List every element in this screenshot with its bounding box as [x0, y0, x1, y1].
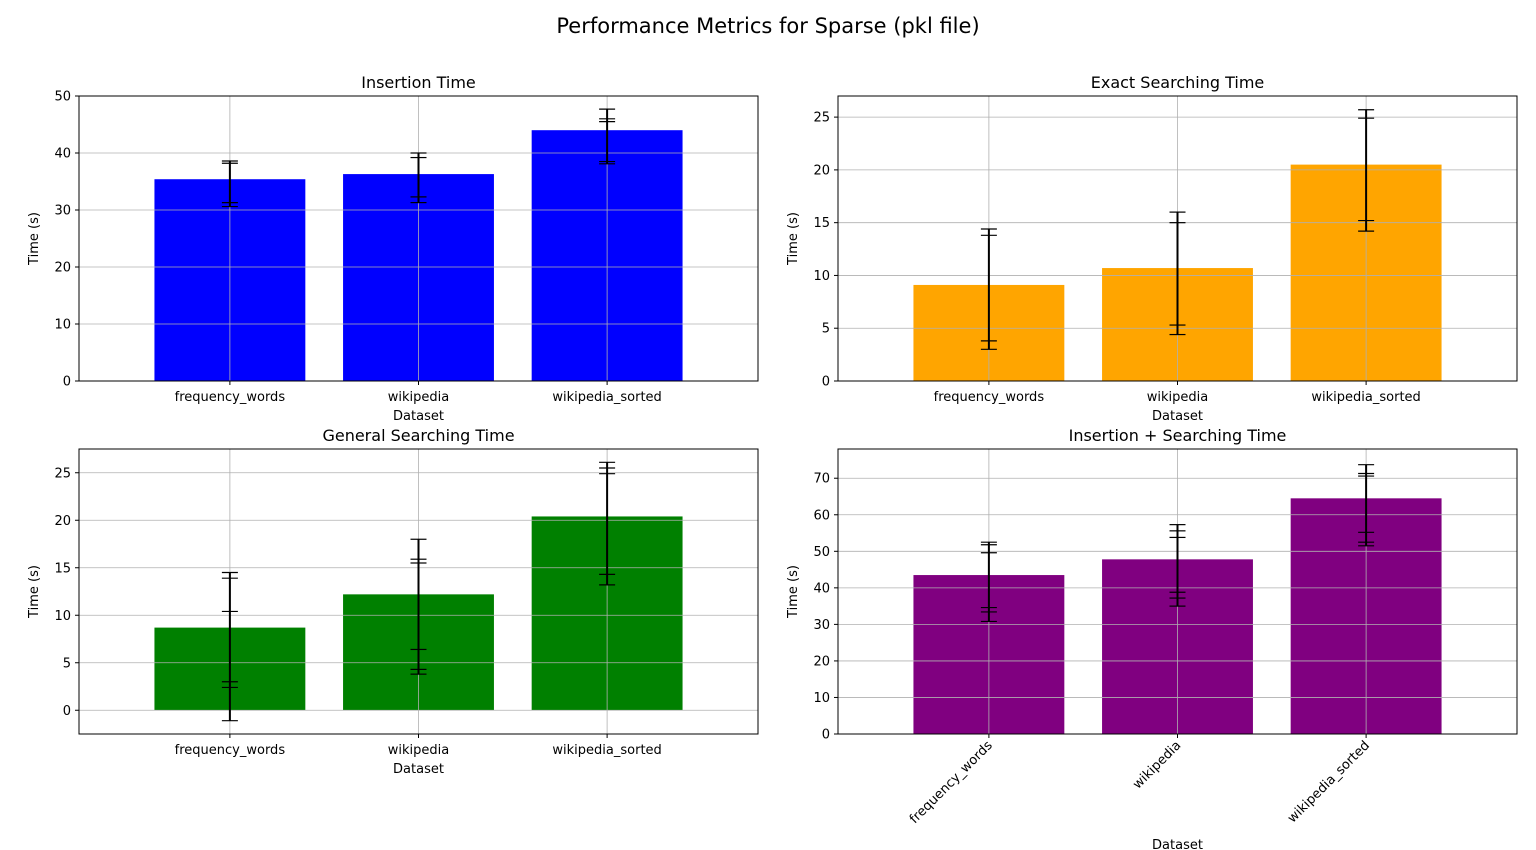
y-tick-label: 10 — [54, 318, 71, 333]
y-tick-label: 15 — [54, 561, 71, 576]
y-tick-label: 0 — [822, 728, 830, 743]
y-tick-label: 25 — [54, 466, 71, 481]
x-axis-label: Dataset — [1152, 409, 1203, 424]
y-axis-label: Time (s) — [27, 565, 42, 619]
y-tick-label: 40 — [54, 147, 71, 162]
y-tick-label: 5 — [63, 656, 71, 671]
y-tick-label: 10 — [813, 691, 830, 706]
x-tick-label: frequency_words — [175, 743, 286, 758]
x-tick-label: frequency_words — [175, 390, 286, 405]
y-axis-label: Time (s) — [786, 212, 801, 266]
subplots-group: Insertion Time01020304050frequency_words… — [27, 73, 1518, 850]
subplot-title: Insertion + Searching Time — [1069, 426, 1287, 445]
y-tick-label: 40 — [813, 581, 830, 596]
y-tick-label: 10 — [813, 269, 830, 284]
x-tick-label: wikipedia_sorted — [1311, 390, 1420, 405]
x-tick-label: wikipedia_sorted — [552, 743, 661, 758]
x-tick-label: wikipedia — [388, 390, 449, 405]
y-tick-label: 0 — [63, 375, 71, 390]
y-tick-label: 30 — [54, 204, 71, 219]
y-tick-label: 30 — [813, 618, 830, 633]
y-tick-label: 15 — [813, 216, 830, 231]
x-tick-label: wikipedia — [388, 743, 449, 758]
subplot-title: General Searching Time — [322, 426, 514, 445]
y-tick-label: 10 — [54, 609, 71, 624]
y-tick-label: 0 — [63, 704, 71, 719]
y-tick-label: 20 — [813, 654, 830, 669]
y-tick-label: 50 — [813, 545, 830, 560]
y-tick-label: 60 — [813, 508, 830, 523]
x-tick-label: wikipedia — [1147, 390, 1208, 405]
x-axis-label: Dataset — [393, 762, 444, 777]
y-tick-label: 20 — [54, 514, 71, 529]
x-tick-label: frequency_words — [907, 738, 996, 827]
y-tick-label: 20 — [54, 261, 71, 276]
x-tick-label: wikipedia_sorted — [552, 390, 661, 405]
y-tick-label: 25 — [813, 111, 830, 126]
subplot-1: Insertion Time 0 10 20 30 40 50 frequency_words… — [27, 73, 759, 424]
figure-title: Performance Metrics for Sparse (pkl file… — [556, 14, 979, 38]
y-tick-label: 5 — [822, 322, 830, 337]
x-tick-label: frequency_words — [934, 390, 1045, 405]
y-axis-label: Time (s) — [27, 212, 42, 266]
subplot-title: Insertion Time — [361, 73, 476, 92]
x-axis-label: Dataset — [393, 409, 444, 424]
x-axis-label: Dataset — [1152, 838, 1203, 850]
subplot-2: Exact Searching Time 0 5 10 15 20 25 frequency_… — [786, 73, 1518, 424]
y-tick-label: 70 — [813, 472, 830, 487]
x-tick-label: wikipedia — [1130, 738, 1184, 792]
subplot-4: Insertion + Searching Time 0 10 20 30 40 50 60 7… — [786, 426, 1518, 850]
y-axis-label: Time (s) — [786, 565, 801, 619]
y-tick-label: 20 — [813, 163, 830, 178]
y-tick-label: 0 — [822, 375, 830, 390]
x-tick-label: wikipedia_sorted — [1285, 738, 1373, 826]
y-tick-label: 50 — [54, 90, 71, 105]
subplot-3: General Searching Time 0 5 10 15 20 25 frequenc… — [27, 426, 759, 777]
subplot-title: Exact Searching Time — [1091, 73, 1265, 92]
